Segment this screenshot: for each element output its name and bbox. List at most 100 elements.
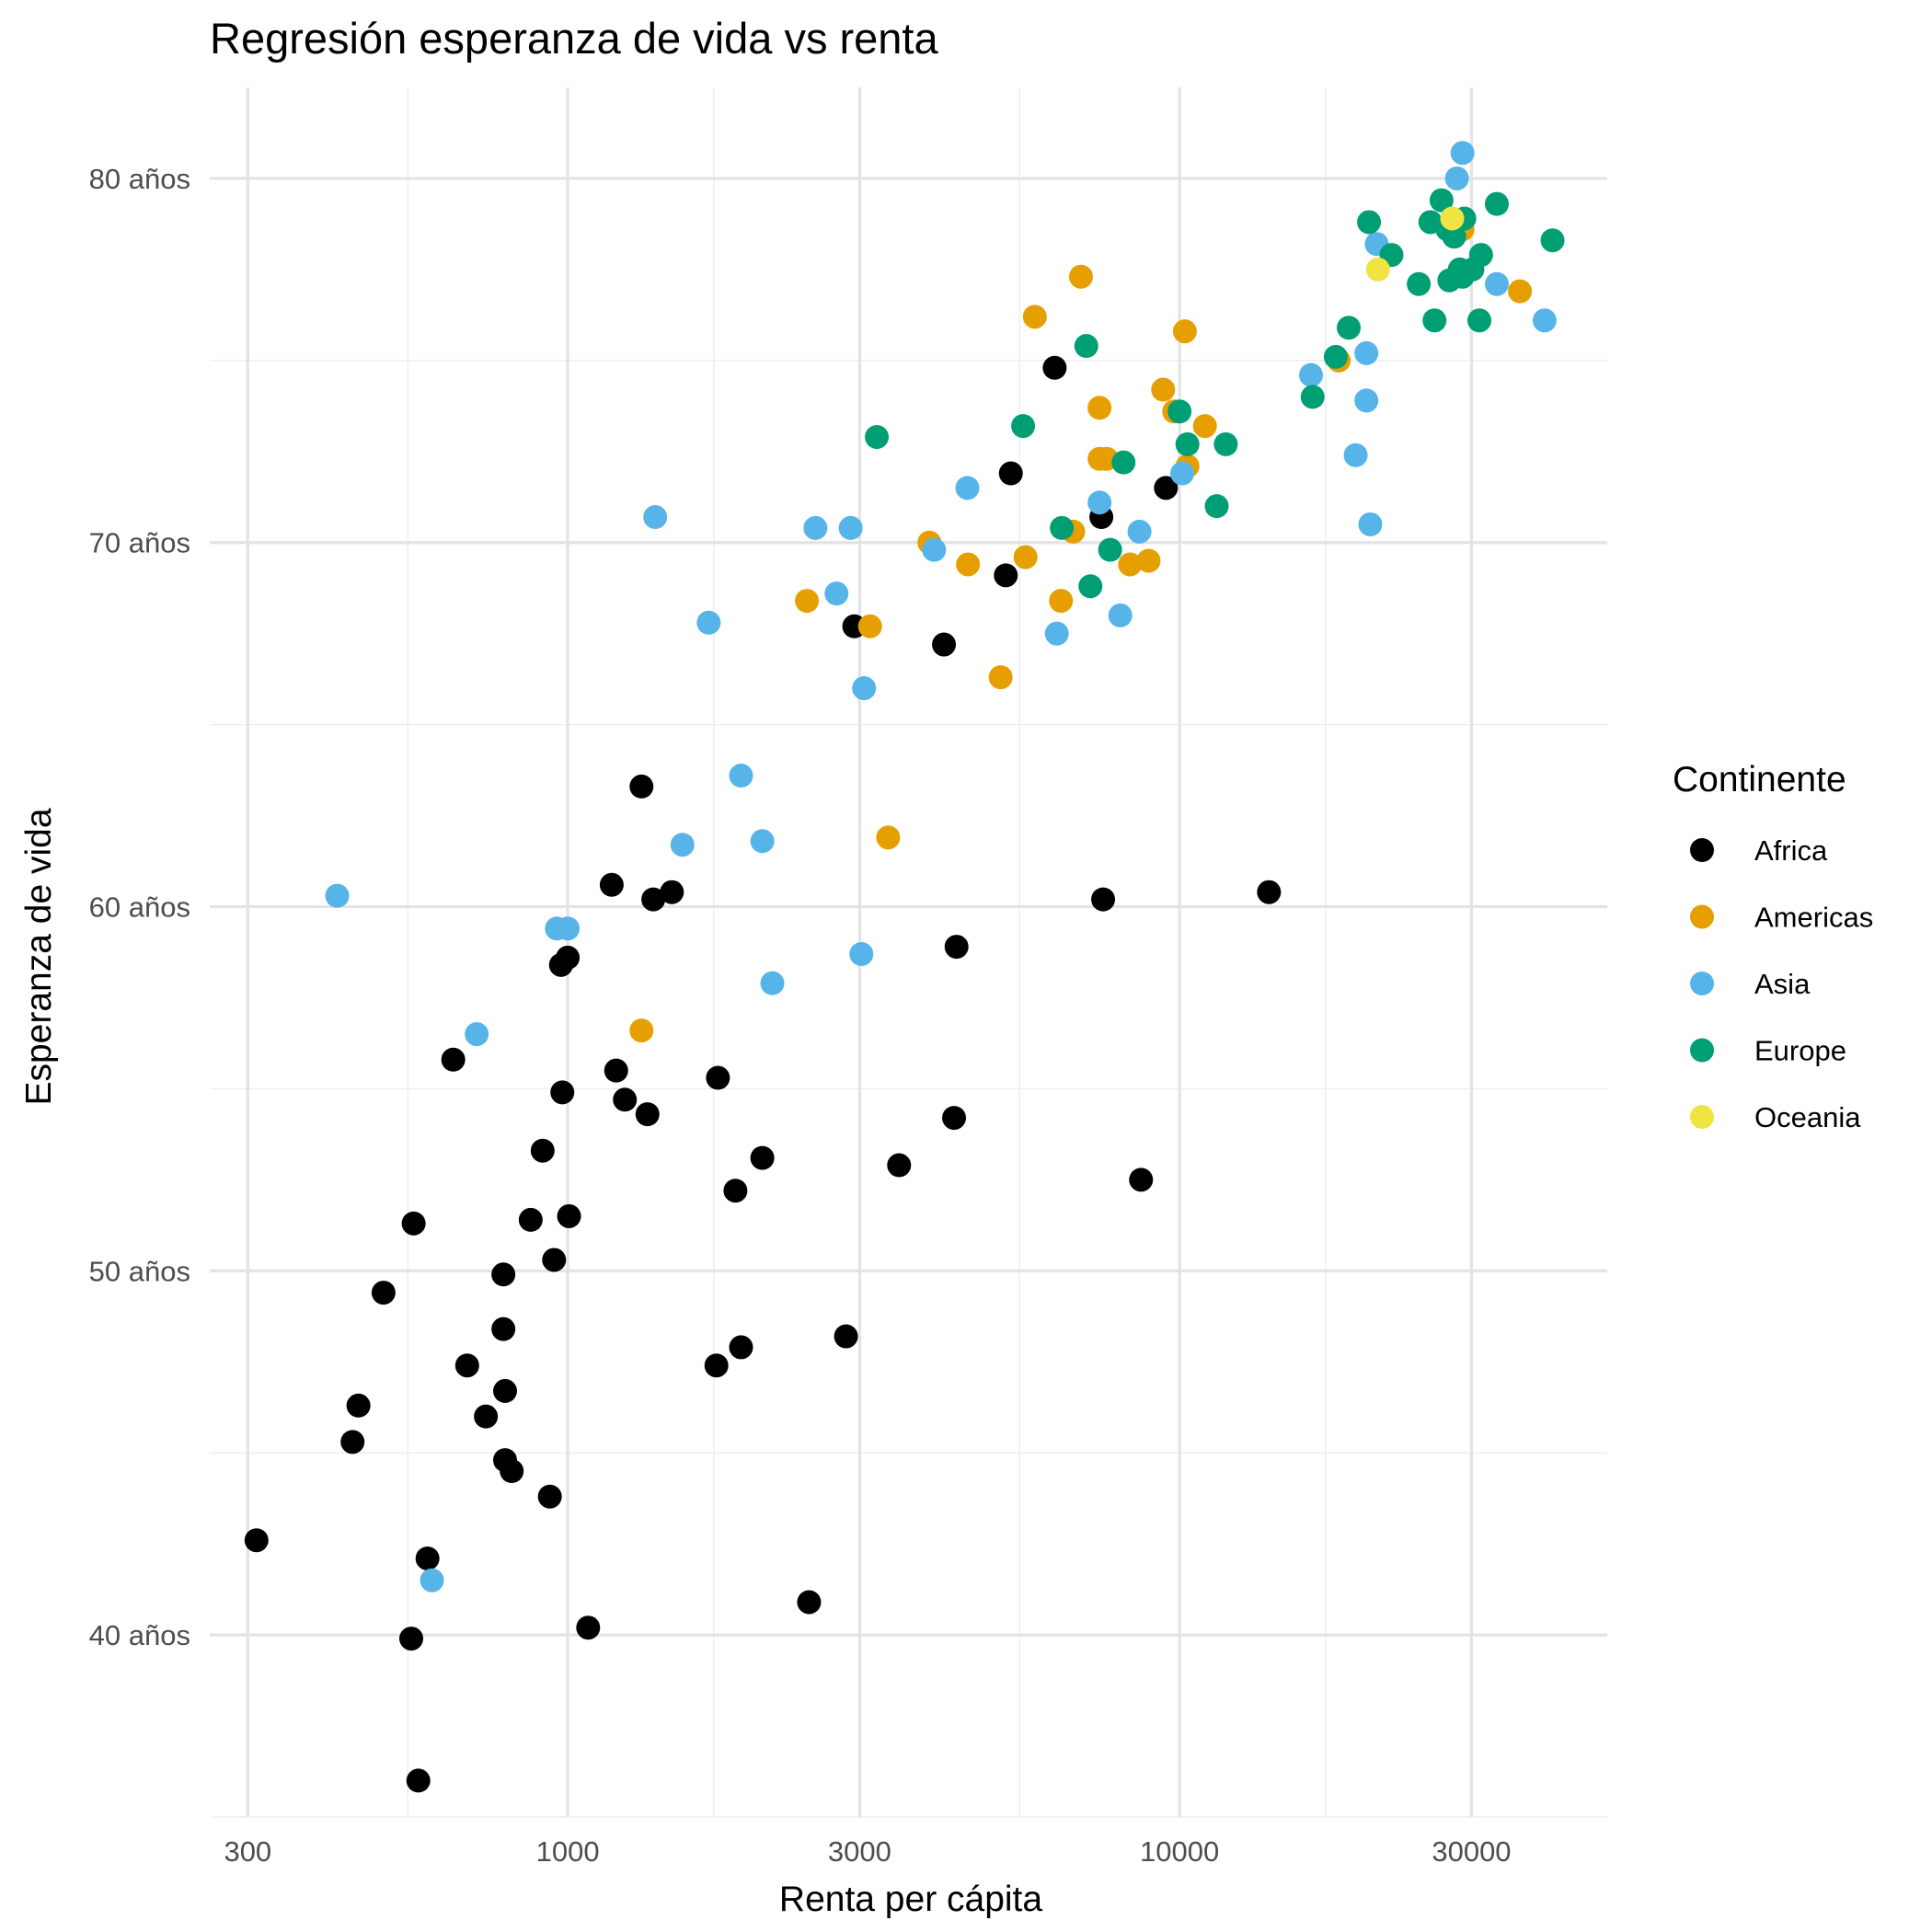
data-point (1213, 431, 1238, 456)
data-point (1407, 271, 1432, 296)
data-point (465, 1022, 489, 1047)
data-point (1323, 344, 1348, 369)
data-point (922, 537, 947, 562)
data-point (629, 1018, 654, 1043)
data-point (244, 1528, 269, 1553)
data-point (325, 883, 350, 908)
y-axis-ticks: 40 años 50 años 60 años 70 años 80 años (89, 163, 190, 1651)
data-point (723, 1179, 748, 1203)
points-layer (244, 141, 1565, 1793)
data-point (613, 1087, 638, 1112)
data-point (1044, 621, 1069, 646)
y-tick-label: 60 años (89, 891, 190, 924)
data-point (550, 1080, 575, 1105)
data-point (1172, 319, 1197, 344)
data-point (1087, 396, 1112, 420)
data-point (1136, 548, 1161, 573)
data-point (988, 665, 1013, 690)
data-point (1532, 308, 1557, 333)
legend-key-oceania (1690, 1105, 1714, 1129)
data-point (1365, 257, 1390, 282)
data-point (834, 1324, 858, 1349)
data-point (604, 1058, 628, 1083)
data-point (1358, 512, 1383, 536)
data-point (556, 945, 581, 970)
data-point (1354, 340, 1379, 365)
data-point (1170, 461, 1195, 486)
data-point (670, 833, 695, 857)
data-point (1540, 228, 1565, 253)
data-point (1091, 887, 1116, 912)
data-point (530, 1138, 555, 1163)
data-point (932, 632, 957, 657)
data-point (1337, 316, 1362, 340)
data-point (1050, 515, 1075, 540)
chart-title: Regresión esperanza de vida vs renta (210, 14, 938, 63)
legend-key-asia (1690, 972, 1714, 995)
x-axis-ticks: 300 1000 3000 10000 30000 (224, 1835, 1511, 1868)
series-oceania (1365, 206, 1465, 282)
data-point (1068, 264, 1093, 289)
data-point (1429, 188, 1454, 213)
legend-label: Africa (1754, 834, 1828, 867)
data-point (1466, 308, 1491, 333)
data-point (795, 589, 820, 614)
data-point (857, 614, 882, 638)
data-point (340, 1430, 365, 1455)
data-point (1108, 603, 1133, 627)
x-tick-label: 300 (224, 1835, 271, 1868)
data-point (1468, 243, 1493, 268)
data-point (474, 1404, 499, 1429)
data-point (729, 764, 753, 788)
data-point (1049, 589, 1074, 614)
data-point (643, 505, 668, 530)
data-point (1022, 305, 1047, 329)
data-point (399, 1627, 424, 1651)
data-point (704, 1353, 729, 1378)
x-tick-label: 3000 (828, 1835, 891, 1868)
data-point (641, 887, 666, 912)
data-point (1257, 880, 1282, 904)
series-europe (865, 188, 1565, 599)
data-point (629, 774, 654, 799)
data-point (865, 424, 890, 449)
data-point (1175, 431, 1200, 456)
x-tick-label: 30000 (1432, 1835, 1511, 1868)
data-point (876, 825, 901, 850)
legend-label: Asia (1754, 968, 1811, 1000)
data-point (557, 1203, 581, 1228)
data-point (1011, 414, 1036, 439)
data-point (576, 1616, 601, 1640)
data-point (1098, 537, 1122, 562)
data-point (1442, 224, 1466, 249)
data-point (706, 1065, 730, 1090)
data-point (371, 1281, 396, 1305)
data-point (1013, 545, 1038, 569)
data-point (1508, 279, 1533, 304)
series-africa (244, 355, 1282, 1793)
data-point (1118, 552, 1143, 577)
data-point (696, 610, 721, 635)
y-tick-label: 40 años (89, 1619, 190, 1651)
data-point (1300, 385, 1325, 409)
data-point (944, 935, 969, 960)
data-point (1357, 210, 1382, 235)
data-point (420, 1568, 444, 1593)
data-point (1154, 476, 1179, 500)
data-point (760, 971, 785, 995)
x-axis-title: Renta per cápita (779, 1880, 1042, 1919)
x-tick-label: 10000 (1140, 1835, 1219, 1868)
data-point (1087, 490, 1112, 515)
data-point (797, 1590, 822, 1615)
data-point (406, 1768, 431, 1793)
y-tick-label: 80 años (89, 163, 190, 195)
data-point (537, 1484, 562, 1509)
legend-key-americas (1690, 904, 1714, 929)
data-point (454, 1353, 479, 1378)
data-point (491, 1262, 516, 1287)
legend-key-europe (1690, 1038, 1714, 1063)
data-point (803, 515, 828, 540)
x-tick-label: 1000 (536, 1835, 600, 1868)
